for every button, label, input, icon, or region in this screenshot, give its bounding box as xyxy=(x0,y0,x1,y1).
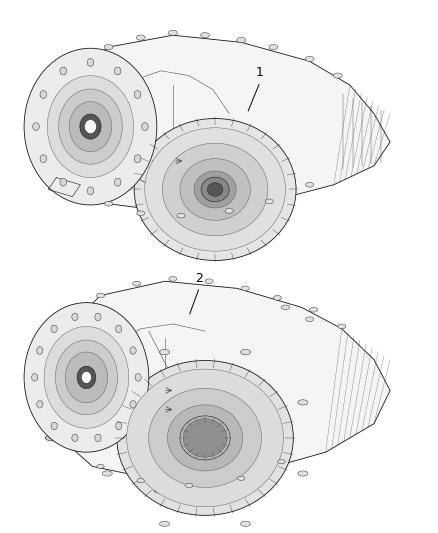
Ellipse shape xyxy=(96,293,105,298)
Ellipse shape xyxy=(333,73,342,78)
Ellipse shape xyxy=(24,49,157,205)
Ellipse shape xyxy=(298,400,308,405)
Ellipse shape xyxy=(177,213,185,218)
Ellipse shape xyxy=(40,155,47,163)
Ellipse shape xyxy=(72,313,78,321)
Ellipse shape xyxy=(37,347,43,354)
Ellipse shape xyxy=(60,179,67,186)
Ellipse shape xyxy=(104,44,113,50)
Ellipse shape xyxy=(238,476,245,480)
Ellipse shape xyxy=(180,159,251,220)
Ellipse shape xyxy=(241,286,249,291)
Ellipse shape xyxy=(137,211,145,216)
Ellipse shape xyxy=(114,179,121,186)
Ellipse shape xyxy=(234,487,248,493)
Polygon shape xyxy=(52,35,390,213)
Ellipse shape xyxy=(154,487,168,493)
Ellipse shape xyxy=(87,59,94,66)
Polygon shape xyxy=(48,177,81,197)
Ellipse shape xyxy=(134,91,141,99)
Ellipse shape xyxy=(282,305,290,310)
Ellipse shape xyxy=(127,369,283,507)
Ellipse shape xyxy=(141,123,148,131)
Ellipse shape xyxy=(130,401,136,408)
Ellipse shape xyxy=(105,201,113,206)
Ellipse shape xyxy=(205,279,213,284)
Ellipse shape xyxy=(51,422,57,430)
Ellipse shape xyxy=(85,119,96,134)
Ellipse shape xyxy=(59,89,122,164)
Ellipse shape xyxy=(240,521,251,527)
Ellipse shape xyxy=(201,177,229,202)
Ellipse shape xyxy=(269,44,278,50)
Ellipse shape xyxy=(134,155,141,163)
Ellipse shape xyxy=(32,374,38,381)
Ellipse shape xyxy=(44,327,129,428)
Ellipse shape xyxy=(134,118,296,261)
Ellipse shape xyxy=(24,303,149,452)
Ellipse shape xyxy=(117,360,293,515)
Ellipse shape xyxy=(116,422,122,430)
Ellipse shape xyxy=(80,114,101,139)
Ellipse shape xyxy=(169,277,177,281)
Ellipse shape xyxy=(95,434,101,442)
Ellipse shape xyxy=(145,128,286,251)
Ellipse shape xyxy=(45,435,59,441)
Ellipse shape xyxy=(167,405,243,471)
Ellipse shape xyxy=(240,350,251,354)
Ellipse shape xyxy=(237,37,246,43)
Ellipse shape xyxy=(55,340,117,415)
Ellipse shape xyxy=(51,325,57,333)
Ellipse shape xyxy=(183,418,227,457)
Ellipse shape xyxy=(148,389,261,488)
Ellipse shape xyxy=(81,372,92,383)
Ellipse shape xyxy=(201,33,209,38)
Ellipse shape xyxy=(273,295,282,300)
Ellipse shape xyxy=(65,352,108,403)
Ellipse shape xyxy=(60,67,67,75)
Ellipse shape xyxy=(159,521,170,527)
Ellipse shape xyxy=(169,30,177,36)
Polygon shape xyxy=(48,281,390,481)
Ellipse shape xyxy=(207,183,223,196)
Ellipse shape xyxy=(265,199,273,204)
Ellipse shape xyxy=(136,35,145,40)
Ellipse shape xyxy=(338,324,346,329)
Ellipse shape xyxy=(133,281,141,286)
Ellipse shape xyxy=(95,313,101,321)
Ellipse shape xyxy=(130,347,136,354)
Ellipse shape xyxy=(306,182,314,187)
Ellipse shape xyxy=(37,401,43,408)
Ellipse shape xyxy=(97,464,104,469)
Ellipse shape xyxy=(278,459,285,464)
Ellipse shape xyxy=(102,471,112,476)
Ellipse shape xyxy=(225,208,233,213)
Ellipse shape xyxy=(77,366,96,389)
Ellipse shape xyxy=(137,479,145,483)
Ellipse shape xyxy=(87,187,94,195)
Ellipse shape xyxy=(305,56,314,61)
Ellipse shape xyxy=(310,308,318,312)
Ellipse shape xyxy=(185,483,193,488)
Ellipse shape xyxy=(162,143,268,236)
Ellipse shape xyxy=(102,400,112,405)
Text: 1: 1 xyxy=(256,66,264,79)
Ellipse shape xyxy=(47,76,134,177)
Ellipse shape xyxy=(194,171,236,208)
Text: 2: 2 xyxy=(196,272,204,285)
Ellipse shape xyxy=(69,101,112,152)
Ellipse shape xyxy=(72,434,78,442)
Ellipse shape xyxy=(33,123,39,131)
Ellipse shape xyxy=(114,67,121,75)
Ellipse shape xyxy=(135,374,141,381)
Ellipse shape xyxy=(116,325,122,333)
Ellipse shape xyxy=(159,350,170,354)
Ellipse shape xyxy=(298,471,308,476)
Ellipse shape xyxy=(40,91,47,99)
Ellipse shape xyxy=(306,317,314,321)
